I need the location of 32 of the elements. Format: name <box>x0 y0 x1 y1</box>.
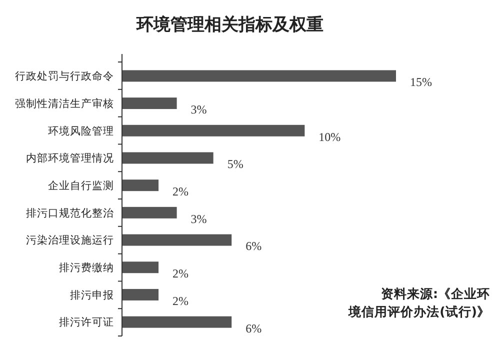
data-label: 6% <box>246 239 262 254</box>
data-label: 5% <box>227 157 244 172</box>
y-tick-label: 行政处罚与行政命令 <box>15 70 114 83</box>
bar <box>122 152 214 164</box>
data-label: 2% <box>172 294 189 308</box>
bar <box>122 124 305 136</box>
data-label: 2% <box>172 266 189 281</box>
y-tick-label: 强制性清洁生产审核 <box>15 96 114 110</box>
bar <box>122 180 159 192</box>
bar <box>122 206 177 218</box>
y-tick-label: 排污许可证 <box>59 316 114 329</box>
bar <box>122 98 177 110</box>
y-tick-label: 排污费缴纳 <box>59 261 114 274</box>
data-label: 10% <box>318 130 341 144</box>
y-tick-label: 内部环境管理情况 <box>26 152 114 165</box>
annotation: 资料来源:《企业环境信用评价办法(试行)》 <box>348 286 490 319</box>
data-label: 6% <box>246 321 262 336</box>
y-tick-label: 排污申报 <box>70 288 114 302</box>
data-label: 3% <box>190 212 207 226</box>
y-tick-label: 污染治理设施运行 <box>26 234 114 247</box>
bar <box>122 316 232 328</box>
y-tick-label: 企业自行监测 <box>48 179 114 192</box>
bar <box>122 234 232 246</box>
bar <box>122 70 396 82</box>
chart-title: 环境管理相关指标及权重 <box>136 15 324 35</box>
data-label: 15% <box>410 75 432 90</box>
bar <box>122 262 159 274</box>
data-label: 2% <box>172 184 189 199</box>
data-label: 3% <box>190 102 207 116</box>
bar <box>122 288 159 300</box>
y-tick-label: 排污口规范化整治 <box>26 206 114 220</box>
y-tick-label: 环境风险管理 <box>48 124 114 138</box>
